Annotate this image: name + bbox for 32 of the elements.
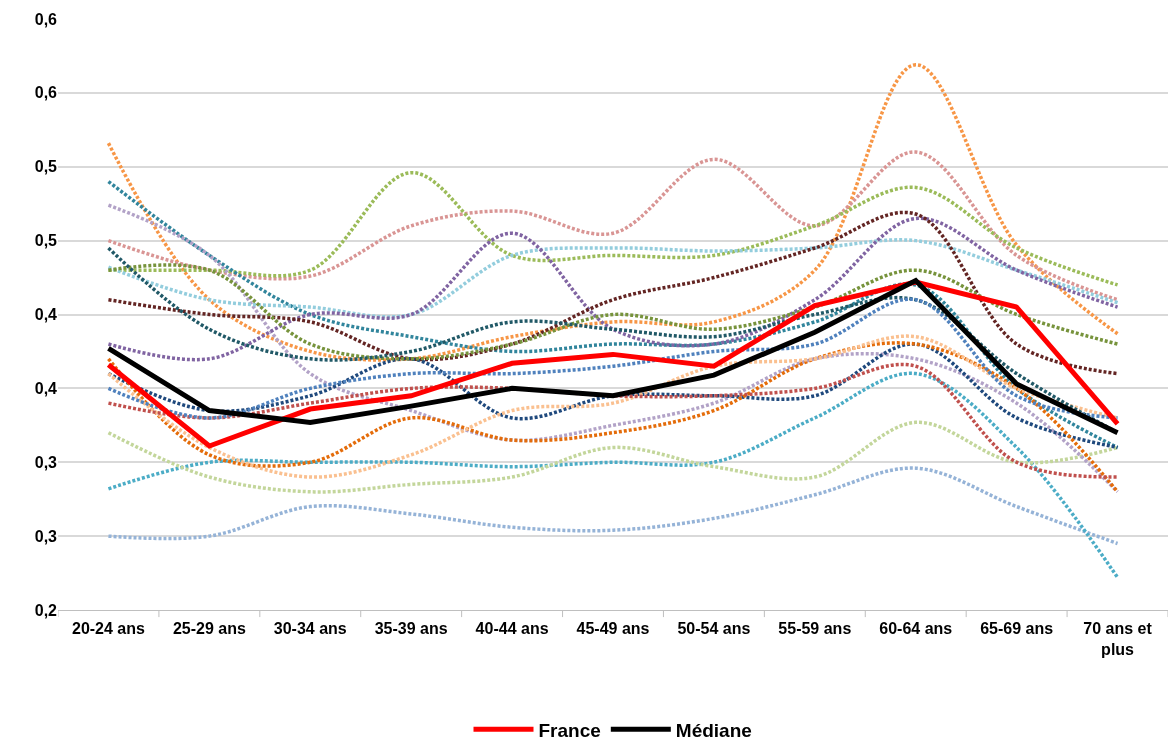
x-tick-label: 50-54 ans [677, 620, 751, 638]
y-tick-label: 0,4 [34, 379, 58, 397]
x-tick-label: 40-44 ans [475, 620, 549, 638]
y-tick-label: 0,6 [34, 84, 58, 102]
x-tick-label: 35-39 ans [374, 620, 448, 638]
line-series [106, 170, 1120, 287]
y-tick-label: 0,5 [34, 158, 58, 176]
y-tick-label: 0,2 [34, 601, 58, 619]
x-tick-label: 65-69 ans [980, 620, 1054, 638]
line-series [106, 179, 1120, 450]
x-tick-label: 25-29 ans [172, 620, 246, 638]
x-tick-label: 45-49 ans [576, 620, 650, 638]
y-tick-label: 0,3 [34, 527, 58, 545]
x-tick-label: 60-64 ans [879, 620, 953, 638]
line-series [106, 466, 1120, 546]
legend-label: France [538, 719, 601, 741]
y-tick-label: 0,5 [34, 232, 58, 250]
line-series [106, 420, 1120, 494]
line-series [106, 150, 1120, 302]
line-series [106, 297, 1120, 420]
line-series [106, 63, 1120, 362]
legend-label: Médiane [675, 719, 752, 741]
x-tick-label: 55-59 ans [778, 620, 852, 638]
x-tick-label: 30-34 ans [273, 620, 347, 638]
line-series [106, 342, 1120, 450]
x-tick-label: 20-24 ans [71, 620, 146, 638]
y-tick-label: 0,4 [34, 306, 58, 324]
y-tick-label: 0,6 [34, 10, 58, 28]
y-tick-label: 0,3 [34, 453, 58, 471]
x-tick-label: 70 ans et plus [1083, 620, 1153, 658]
line-series [106, 203, 1120, 494]
line-series [106, 371, 1120, 580]
